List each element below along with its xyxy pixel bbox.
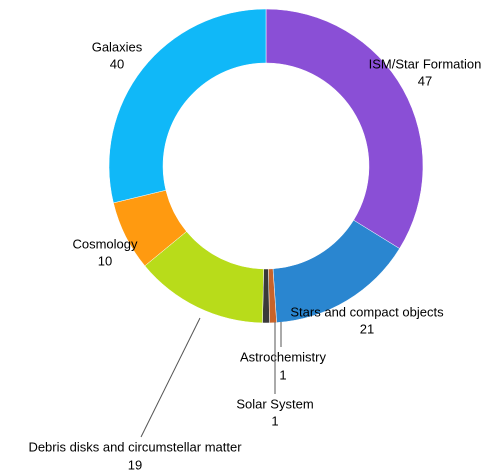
- slice-value: 19: [128, 457, 142, 472]
- slice-value: 10: [98, 253, 112, 268]
- slice-value: 21: [360, 321, 374, 336]
- donut-slice: [265, 8, 424, 249]
- slice-value: 1: [279, 367, 286, 382]
- slice-label: Solar System: [236, 396, 313, 411]
- donut-slice: [108, 8, 267, 204]
- slice-label: Cosmology: [72, 236, 138, 251]
- slice-label: Debris disks and circumstellar matter: [28, 439, 242, 454]
- slice-label: Galaxies: [92, 39, 143, 54]
- slice-value: 1: [271, 413, 278, 428]
- leader-line: [140, 317, 201, 438]
- slice-label: ISM/Star Formation: [369, 56, 482, 71]
- slice-label: Stars and compact objects: [290, 304, 444, 319]
- slice-label: Astrochemistry: [240, 349, 326, 364]
- slice-value: 40: [110, 56, 124, 71]
- slice-value: 47: [418, 73, 432, 88]
